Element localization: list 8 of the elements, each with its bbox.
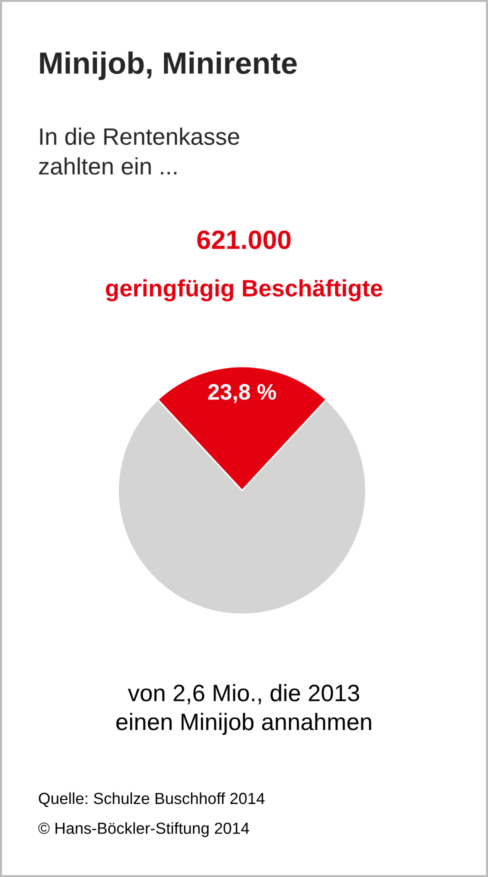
text: von 2,6 Mio., die 2013 einen Minijob annahmen bbox=[116, 684, 372, 735]
text: © Hans-Böckler-Stiftung 2014 bbox=[38, 822, 250, 838]
source-note: Quelle: Schulze Buschhoff 2014 bbox=[38, 792, 265, 807]
text: 621.000 bbox=[197, 230, 291, 250]
chart-subtitle: In die Rentenkasse zahlten ein ... bbox=[39, 128, 240, 175]
chart-title: Minijob, Minirente bbox=[40, 52, 297, 80]
data-label: 23,8 % bbox=[208, 384, 276, 404]
text: geringfügig Beschäftigte bbox=[106, 279, 382, 302]
